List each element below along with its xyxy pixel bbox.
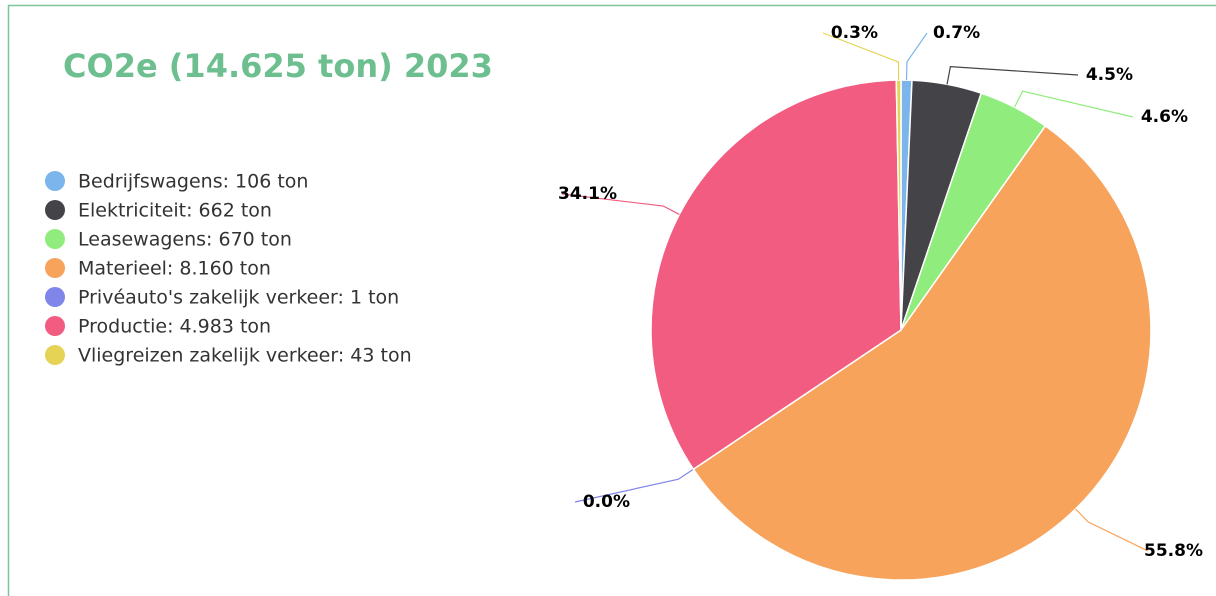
label-connector bbox=[574, 468, 694, 503]
data-label: 0.7% bbox=[933, 23, 980, 43]
legend-label: Privéauto's zakelijk verkeer: 1 ton bbox=[78, 287, 399, 309]
label-connector bbox=[561, 193, 680, 215]
label-connector bbox=[905, 32, 928, 81]
pie-slice bbox=[692, 124, 1152, 581]
legend-label: Bedrijfswagens: 106 ton bbox=[78, 171, 308, 193]
legend-swatch bbox=[45, 287, 65, 307]
legend-swatch bbox=[45, 258, 65, 278]
data-label: 4.5% bbox=[1086, 65, 1133, 85]
data-label: 0.3% bbox=[831, 23, 878, 43]
legend-swatch bbox=[45, 200, 65, 220]
legend-swatch bbox=[45, 345, 65, 365]
label-connector bbox=[1075, 508, 1149, 552]
label-connector bbox=[822, 32, 900, 81]
legend-swatch bbox=[45, 229, 65, 249]
label-connector bbox=[946, 65, 1079, 85]
legend-label: Vliegreizen zakelijk verkeer: 43 ton bbox=[78, 345, 412, 367]
pie-slice bbox=[650, 79, 902, 471]
legend-swatch bbox=[45, 316, 65, 336]
legend-label: Materieel: 8.160 ton bbox=[78, 258, 271, 280]
data-label: 55.8% bbox=[1144, 541, 1203, 561]
data-label: 0.0% bbox=[583, 492, 630, 512]
legend-label: Elektriciteit: 662 ton bbox=[78, 200, 272, 222]
pie-slice bbox=[895, 79, 902, 331]
chart-title: CO2e (14.625 ton) 2023 bbox=[63, 47, 493, 85]
label-connector bbox=[1013, 90, 1134, 118]
data-label: 4.6% bbox=[1141, 107, 1188, 127]
legend-swatch bbox=[45, 171, 65, 191]
data-label: 34.1% bbox=[558, 184, 617, 204]
legend-label: Leasewagens: 670 ton bbox=[78, 229, 292, 251]
legend-label: Productie: 4.983 ton bbox=[78, 316, 271, 338]
